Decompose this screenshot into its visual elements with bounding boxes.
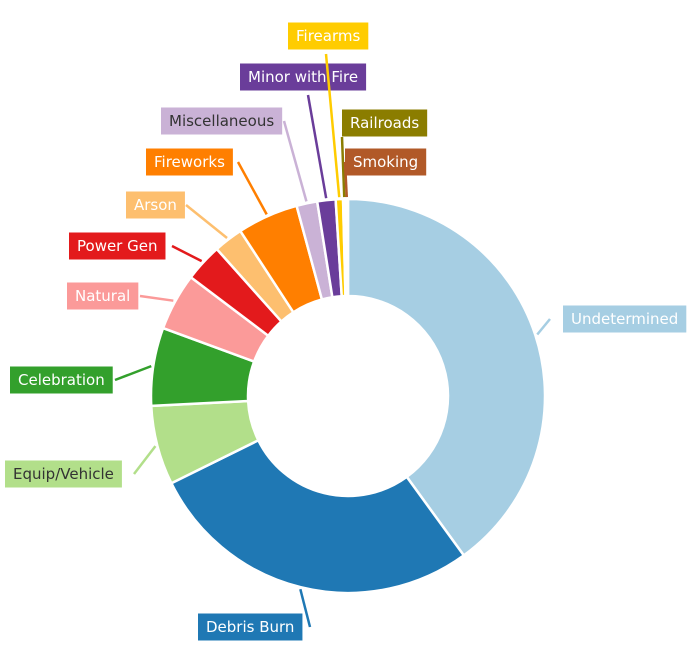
leader-line-power-gen [171, 244, 203, 263]
label-box-natural [67, 282, 139, 310]
label-minor-with-fire: Minor with Fire [248, 68, 358, 86]
label-celebration: Celebration [18, 371, 105, 389]
label-box-power-gen [69, 232, 166, 260]
slice-debris-burn [169, 438, 466, 595]
label-box-undetermined [563, 305, 687, 333]
label-box-railroads [342, 109, 428, 137]
label-firearms: Firearms [296, 27, 360, 45]
slice-undetermined [346, 197, 547, 558]
label-debris-burn: Debris Burn [206, 618, 294, 636]
leader-line-undetermined [536, 318, 551, 336]
label-natural: Natural [75, 287, 130, 305]
slice-smoking [344, 197, 350, 298]
label-undetermined: Undetermined [571, 310, 678, 328]
label-box-smoking [345, 148, 427, 176]
label-box-miscellaneous [161, 107, 283, 135]
label-box-fireworks [146, 148, 233, 176]
label-power-gen: Power Gen [77, 237, 157, 255]
label-equip-vehicle: Equip/Vehicle [13, 465, 114, 483]
label-miscellaneous: Miscellaneous [169, 112, 274, 130]
leader-line-firearms [324, 53, 341, 198]
label-box-arson [126, 191, 185, 219]
label-fireworks: Fireworks [154, 153, 225, 171]
leader-line-fireworks [236, 161, 268, 215]
label-box-minor-with-fire [240, 63, 367, 91]
label-railroads: Railroads [350, 114, 419, 132]
leader-line-miscellaneous [282, 120, 308, 202]
label-smoking: Smoking [353, 153, 418, 171]
label-box-firearms [288, 22, 369, 50]
label-box-equip-vehicle [5, 460, 122, 488]
label-box-celebration [10, 366, 113, 394]
leader-line-natural [139, 294, 174, 302]
leader-line-arson [185, 204, 228, 239]
leader-line-railroads [340, 136, 346, 198]
leader-line-celebration [114, 364, 152, 382]
label-box-debris-burn [198, 613, 303, 641]
leader-line-minor-with-fire [306, 94, 328, 199]
leader-line-debris-burn [299, 588, 312, 628]
leader-line-equip-vehicle [133, 445, 157, 475]
label-arson: Arson [134, 196, 177, 214]
